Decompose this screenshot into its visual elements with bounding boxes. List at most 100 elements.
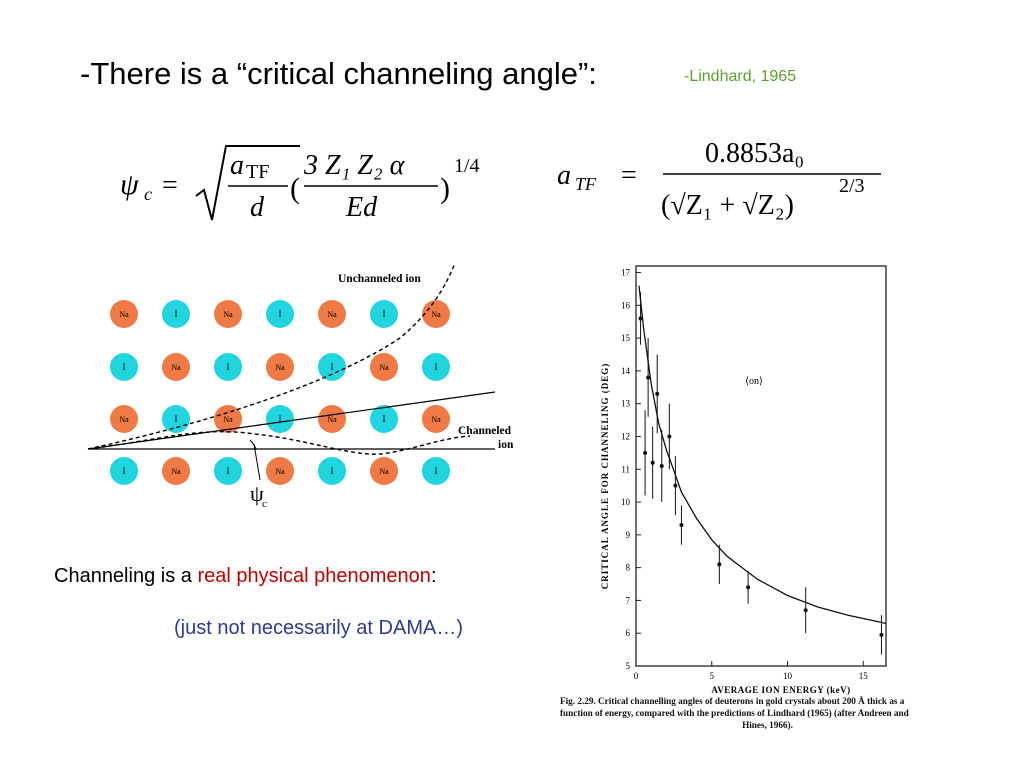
atom-label: I — [383, 309, 386, 319]
fit-curve — [638, 285, 887, 625]
data-point — [655, 391, 660, 396]
y-tick-label: 11 — [621, 464, 630, 474]
eq1-lparen: ( — [290, 172, 300, 205]
atom-label: I — [175, 309, 178, 319]
atom-label: I — [123, 466, 126, 476]
eq1-den1: d — [250, 192, 265, 223]
atom-label: Na — [119, 310, 129, 319]
data-point — [673, 483, 678, 488]
y-tick-label: 15 — [621, 333, 631, 343]
x-tick-label: 5 — [710, 671, 715, 681]
atom-label: Na — [379, 467, 389, 476]
eq1-num1-sub: TF — [246, 161, 269, 183]
eq1-rparen: ) — [440, 172, 450, 205]
data-point — [638, 316, 643, 321]
atom-label: Na — [327, 415, 337, 424]
atom-label: I — [331, 466, 334, 476]
channeling-statement: Channeling is a real physical phenomenon… — [54, 565, 437, 588]
critical-angle-equation: ψ c = a TF d ( 3 Z₁ Z₂ α Ed ) 1/4 — [120, 145, 480, 223]
atom-label: Na — [431, 415, 441, 424]
statement-post: : — [430, 565, 437, 587]
na-atom — [162, 353, 190, 381]
chart-annotation: ⟨on⟩ — [745, 376, 763, 387]
i-atom — [110, 353, 138, 381]
eq2-lhs: a — [557, 160, 571, 191]
dama-aside: (just not necessarily at DAMA…) — [174, 617, 463, 639]
caption-line-3: Hines, 1966). — [742, 720, 793, 730]
crystal-lattice-diagram: Na I Na I Na I Na I Na I Na I Na I Na I Na I Na I Na I Na I Na I N… — [87, 262, 514, 510]
i-atom — [266, 405, 294, 433]
i-atom — [214, 353, 242, 381]
channeled-label-1: Channeled — [458, 425, 512, 437]
y-tick-label: 14 — [621, 366, 631, 376]
y-tick-label: 6 — [626, 628, 631, 638]
atom-label: I — [123, 362, 126, 372]
na-atom — [318, 300, 346, 328]
y-axis-ticks: 5 6 7 8 9 10 11 12 13 14 15 16 17 — [621, 268, 641, 671]
na-atom — [370, 353, 398, 381]
data-point — [650, 460, 655, 465]
thomas-fermi-radius-equation: a TF = 0.8853a₀ (√Z₁ + √Z₂) 2/3 — [557, 138, 881, 221]
y-tick-label: 10 — [621, 497, 631, 507]
figure-caption: Fig. 2.29. Critical channelling angles o… — [560, 695, 975, 731]
y-tick-label: 12 — [621, 431, 630, 441]
na-atom — [214, 300, 242, 328]
statement-highlight: real physical phenomenon — [197, 565, 431, 587]
data-point — [646, 375, 651, 380]
statement-pre: Channeling is a — [54, 565, 198, 587]
na-atom — [422, 405, 450, 433]
angle-label: ψ — [250, 481, 264, 506]
atom-label: Na — [223, 415, 233, 424]
i-atom — [162, 405, 190, 433]
x-axis-label: AVERAGE ION ENERGY (keV) — [711, 685, 850, 695]
caption-line-1: Fig. 2.29. Critical channelling angles o… — [560, 696, 905, 706]
data-point — [717, 562, 722, 567]
atom-label: I — [331, 362, 334, 372]
eq2-equals: = — [621, 160, 637, 191]
na-atom — [318, 405, 346, 433]
angle-label-sub: c — [262, 498, 267, 510]
eq1-num1: a — [230, 150, 244, 181]
caption-line-2: function of energy, compared with the pr… — [560, 708, 909, 718]
eq1-lhs: ψ — [120, 168, 140, 201]
na-atom — [422, 300, 450, 328]
na-atom — [110, 405, 138, 433]
na-atom — [110, 300, 138, 328]
eq2-denominator: (√Z₁ + √Z₂) — [661, 190, 794, 221]
atom-label: Na — [327, 310, 337, 319]
i-atom — [422, 353, 450, 381]
na-atom — [266, 353, 294, 381]
y-tick-label: 5 — [626, 661, 631, 671]
i-atom — [266, 300, 294, 328]
na-atom — [214, 405, 242, 433]
atom-label: Na — [171, 363, 181, 372]
eq2-power: 2/3 — [839, 175, 865, 197]
data-point — [679, 523, 684, 528]
na-atom — [162, 457, 190, 485]
na-atom — [370, 457, 398, 485]
eq1-num2: 3 Z₁ Z₂ α — [303, 150, 406, 181]
na-atom — [266, 457, 294, 485]
sqrt-sign — [195, 145, 300, 221]
atom-label: Na — [275, 363, 285, 372]
y-tick-label: 8 — [626, 563, 631, 573]
atom-label: Na — [171, 467, 181, 476]
atom-label: I — [279, 414, 282, 424]
atom-label: Na — [431, 310, 441, 319]
y-axis-label: CRITICAL ANGLE FOR CHANNELING (DEG) — [600, 363, 610, 590]
data-point — [659, 464, 664, 468]
atom-label: I — [435, 362, 438, 372]
channeled-label-2: ion — [498, 439, 514, 451]
atom-label: I — [279, 309, 282, 319]
atom-label: I — [227, 362, 230, 372]
eq2-numerator: 0.8853a₀ — [705, 138, 804, 169]
data-point — [746, 585, 751, 590]
i-atom — [162, 300, 190, 328]
x-tick-label: 15 — [859, 671, 869, 681]
incident-direction-line — [87, 391, 496, 450]
x-axis-ticks: 0 5 10 15 — [634, 661, 869, 681]
data-point — [643, 450, 648, 455]
plot-frame — [635, 265, 887, 667]
i-atom — [422, 457, 450, 485]
